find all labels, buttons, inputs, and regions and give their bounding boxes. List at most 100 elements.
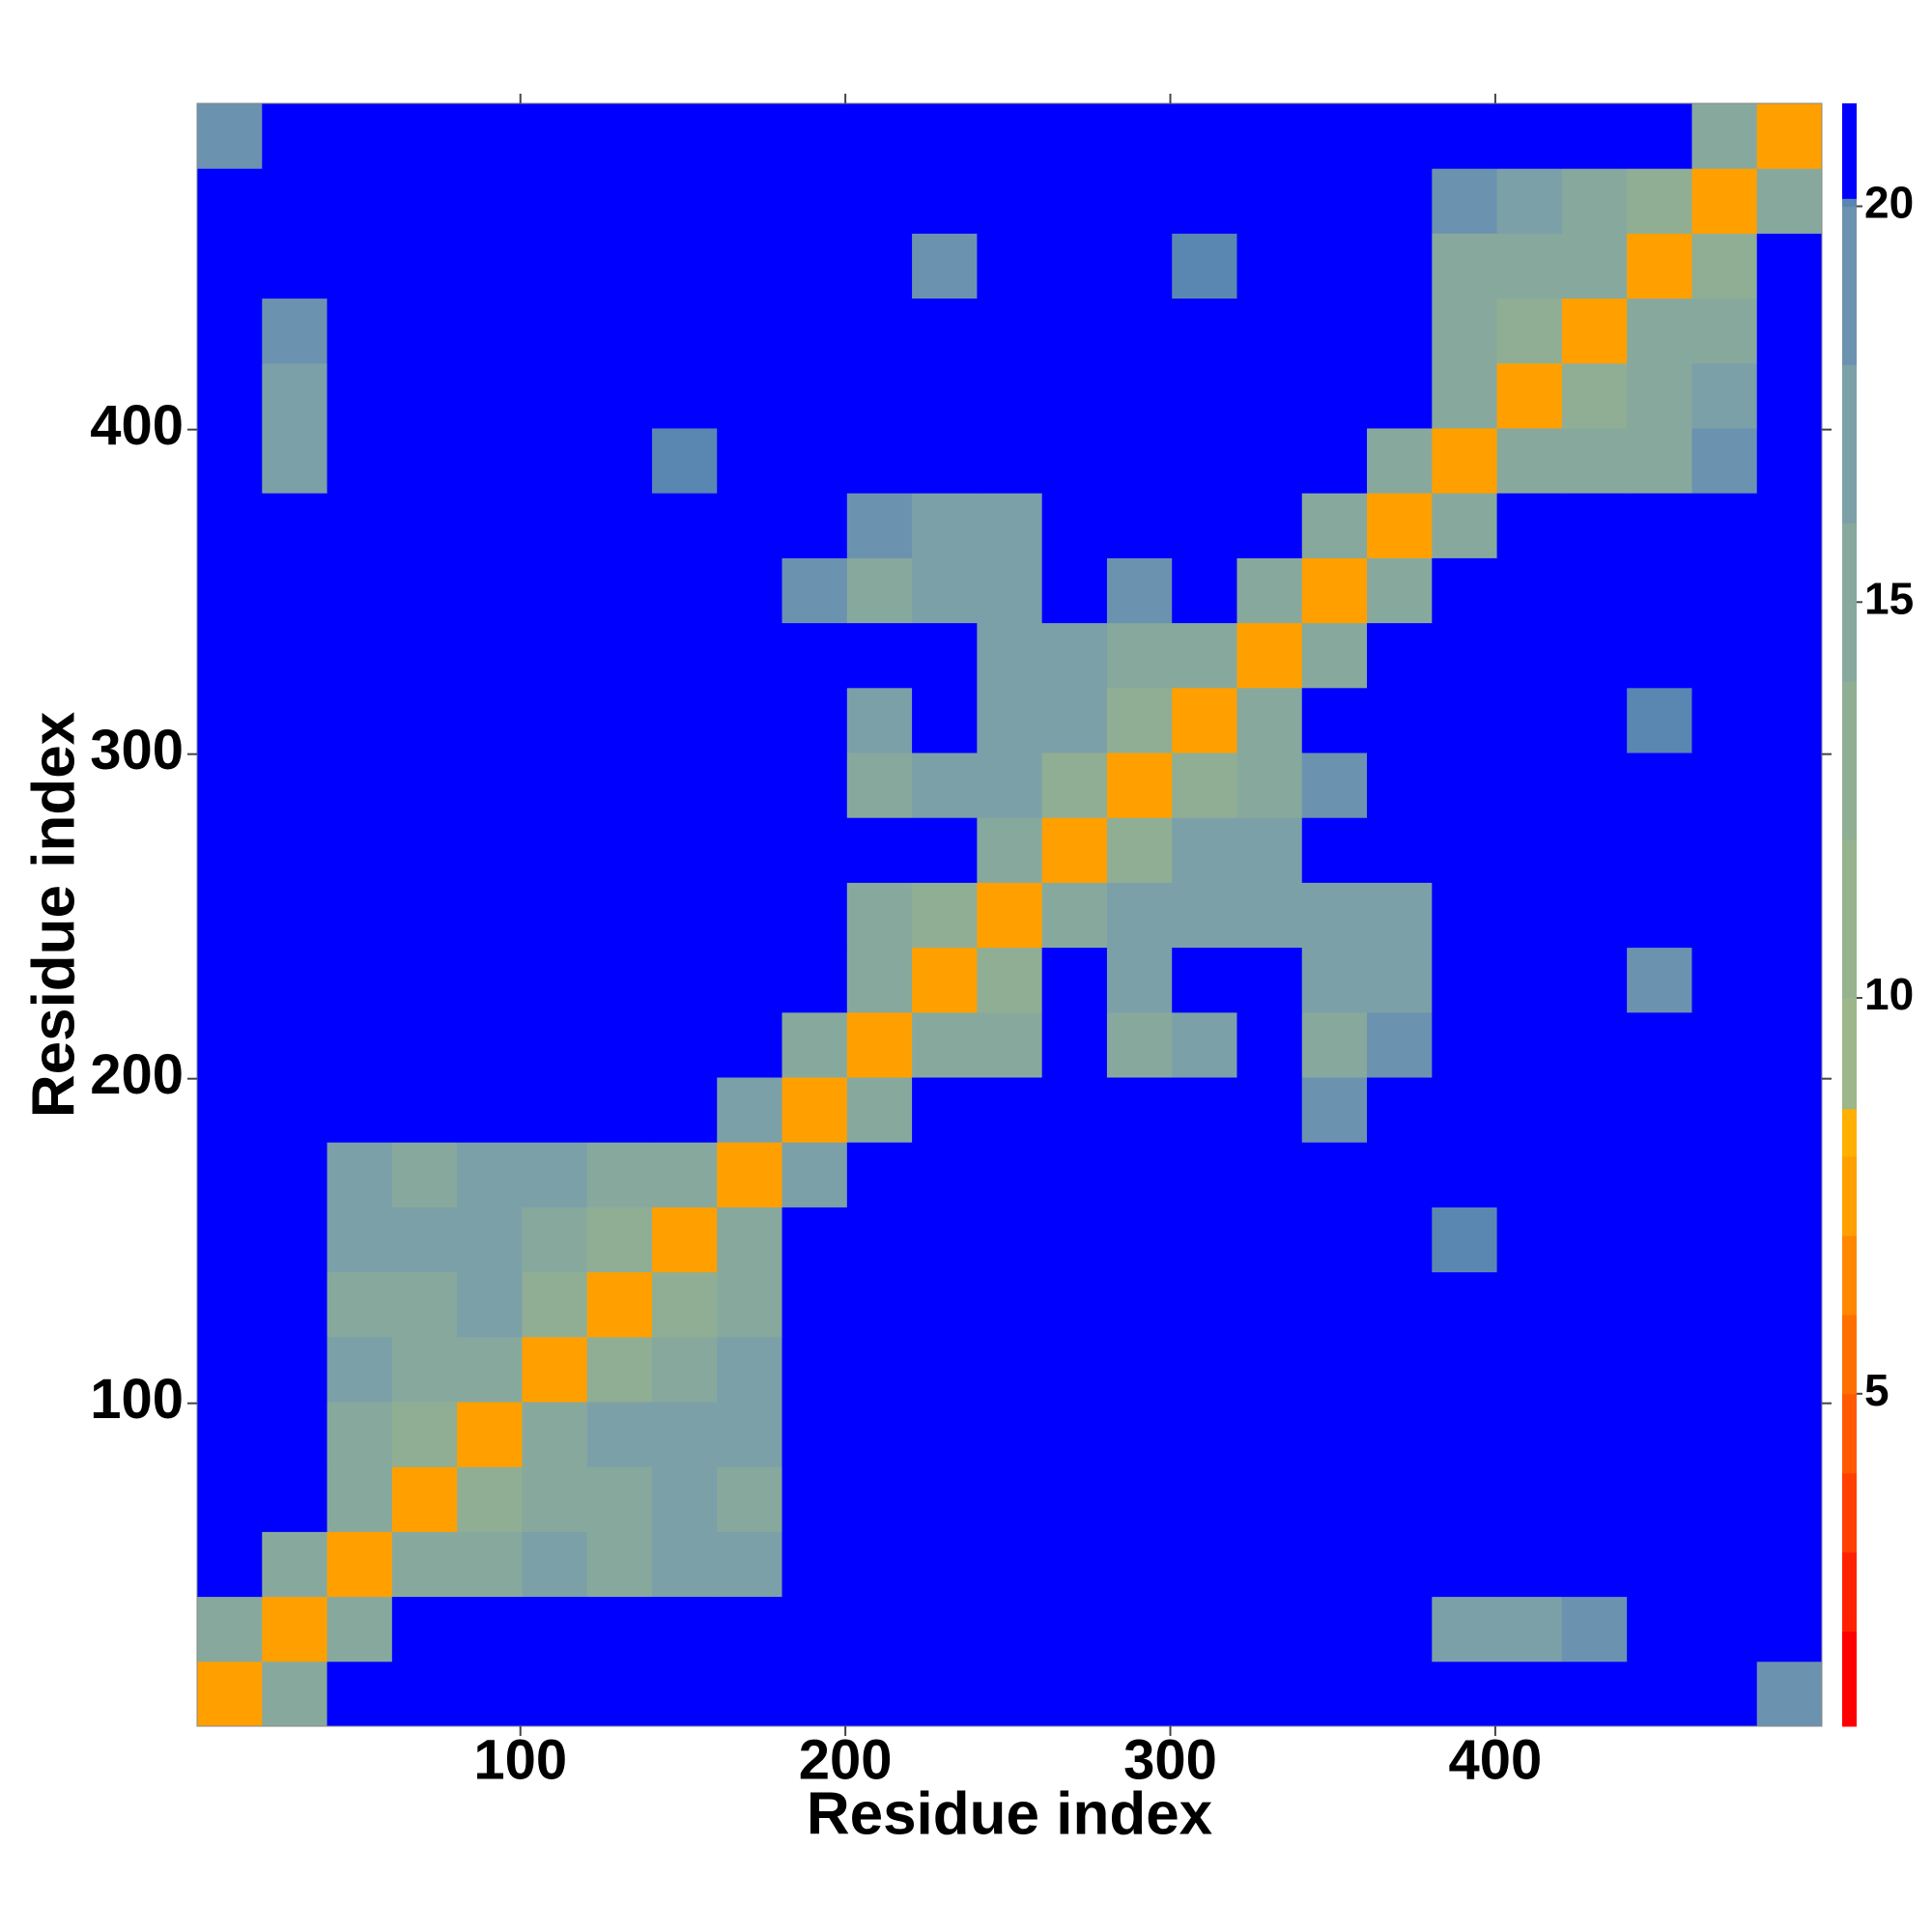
y-tick-label: 200 — [90, 1043, 184, 1106]
heatmap-cell — [1106, 817, 1173, 883]
heatmap-cell — [1627, 493, 1692, 558]
colorbar-band — [1842, 998, 1857, 1110]
heatmap-cell — [1236, 103, 1303, 169]
heatmap-cell — [457, 882, 523, 949]
heatmap-cell — [586, 362, 653, 429]
heatmap-cell — [1041, 1207, 1108, 1273]
heatmap-cell — [1496, 1531, 1563, 1598]
heatmap-cell — [781, 1402, 848, 1467]
heatmap-cell — [586, 1207, 653, 1273]
heatmap-cell — [457, 622, 523, 689]
heatmap-cell — [586, 1466, 653, 1532]
heatmap-cell — [651, 103, 718, 169]
heatmap-cell — [1106, 1402, 1173, 1467]
heatmap-cell — [977, 1336, 1043, 1403]
heatmap-cell — [846, 103, 913, 169]
colorbar-band — [1842, 103, 1857, 199]
heatmap-cell — [651, 168, 718, 234]
heatmap-cell — [1627, 753, 1692, 818]
heatmap-cell — [327, 1077, 393, 1143]
heatmap-cell — [586, 1531, 653, 1598]
heatmap-cell — [1432, 882, 1498, 949]
heatmap-cell — [457, 1271, 523, 1338]
heatmap-cell — [977, 493, 1043, 558]
heatmap-cell — [1106, 1011, 1173, 1078]
heatmap-cell — [1041, 947, 1108, 1013]
heatmap-cell — [1236, 557, 1303, 624]
y-tick-label: 400 — [90, 394, 184, 457]
heatmap-cell — [1432, 947, 1498, 1013]
heatmap-cell — [262, 1402, 328, 1467]
heatmap-cell — [586, 168, 653, 234]
heatmap-cell — [1367, 428, 1433, 494]
heatmap-cell — [977, 1402, 1043, 1467]
heatmap-cell — [1041, 298, 1108, 364]
heatmap-cell — [1561, 622, 1628, 689]
heatmap-cell — [1236, 687, 1303, 753]
y-tick-label: 300 — [90, 719, 184, 781]
heatmap-cell — [1561, 882, 1628, 949]
heatmap-cell — [586, 103, 653, 169]
heatmap-cell — [1561, 1336, 1628, 1403]
heatmap-cell — [846, 362, 913, 429]
heatmap-cell — [1106, 1661, 1173, 1727]
heatmap-cell — [1561, 753, 1628, 818]
heatmap-cell — [651, 1336, 718, 1403]
heatmap-cell — [651, 1531, 718, 1598]
heatmap-cell — [717, 1207, 783, 1273]
heatmap-cell — [1432, 753, 1498, 818]
heatmap-cell — [586, 557, 653, 624]
heatmap-cell — [977, 1142, 1043, 1208]
heatmap-cell — [717, 557, 783, 624]
heatmap-cell — [1236, 1596, 1303, 1662]
heatmap-cell — [1432, 103, 1498, 169]
heatmap-cell — [522, 1142, 588, 1208]
heatmap-cell — [1236, 1142, 1303, 1208]
heatmap-cell — [781, 493, 848, 558]
heatmap-cell — [327, 622, 393, 689]
heatmap-cell — [522, 817, 588, 883]
heatmap-cell — [912, 168, 978, 234]
heatmap-cell — [1367, 882, 1433, 949]
heatmap-cell — [1432, 362, 1498, 429]
heatmap-cell — [977, 947, 1043, 1013]
heatmap-cell — [1756, 1466, 1823, 1532]
heatmap-cell — [1041, 1142, 1108, 1208]
heatmap-cell — [1691, 1336, 1758, 1403]
heatmap-cell — [522, 298, 588, 364]
heatmap-cell — [1756, 233, 1823, 299]
heatmap-cell — [1627, 622, 1692, 689]
heatmap-cell — [977, 817, 1043, 883]
heatmap-cell — [1691, 882, 1758, 949]
heatmap-cell — [1301, 103, 1368, 169]
heatmap-cell — [522, 1271, 588, 1338]
heatmap-cell — [327, 1402, 393, 1467]
heatmap-cell — [781, 362, 848, 429]
heatmap-cell — [391, 1531, 458, 1598]
heatmap-cell — [522, 947, 588, 1013]
heatmap-cell — [1172, 753, 1237, 818]
heatmap-cell — [327, 1531, 393, 1598]
heatmap-cell — [781, 687, 848, 753]
heatmap-cell — [391, 687, 458, 753]
heatmap-cell — [457, 687, 523, 753]
heatmap-cell — [1627, 1402, 1692, 1467]
heatmap-cell — [1561, 947, 1628, 1013]
heatmap-cell — [1691, 1077, 1758, 1143]
heatmap-cell — [781, 428, 848, 494]
heatmap-cell — [1367, 1466, 1433, 1532]
heatmap-cell — [327, 1661, 393, 1727]
colorbar-band — [1842, 1631, 1857, 1727]
heatmap-cell — [522, 1596, 588, 1662]
heatmap-cell — [262, 493, 328, 558]
heatmap-cell — [457, 1596, 523, 1662]
heatmap-cell — [717, 1011, 783, 1078]
heatmap-cell — [977, 362, 1043, 429]
heatmap-cell — [1172, 1142, 1237, 1208]
heatmap-cell — [717, 233, 783, 299]
heatmap-cell — [1172, 1402, 1237, 1467]
heatmap-cell — [1041, 1531, 1108, 1598]
heatmap-cell — [1496, 557, 1563, 624]
heatmap-cell — [1367, 362, 1433, 429]
